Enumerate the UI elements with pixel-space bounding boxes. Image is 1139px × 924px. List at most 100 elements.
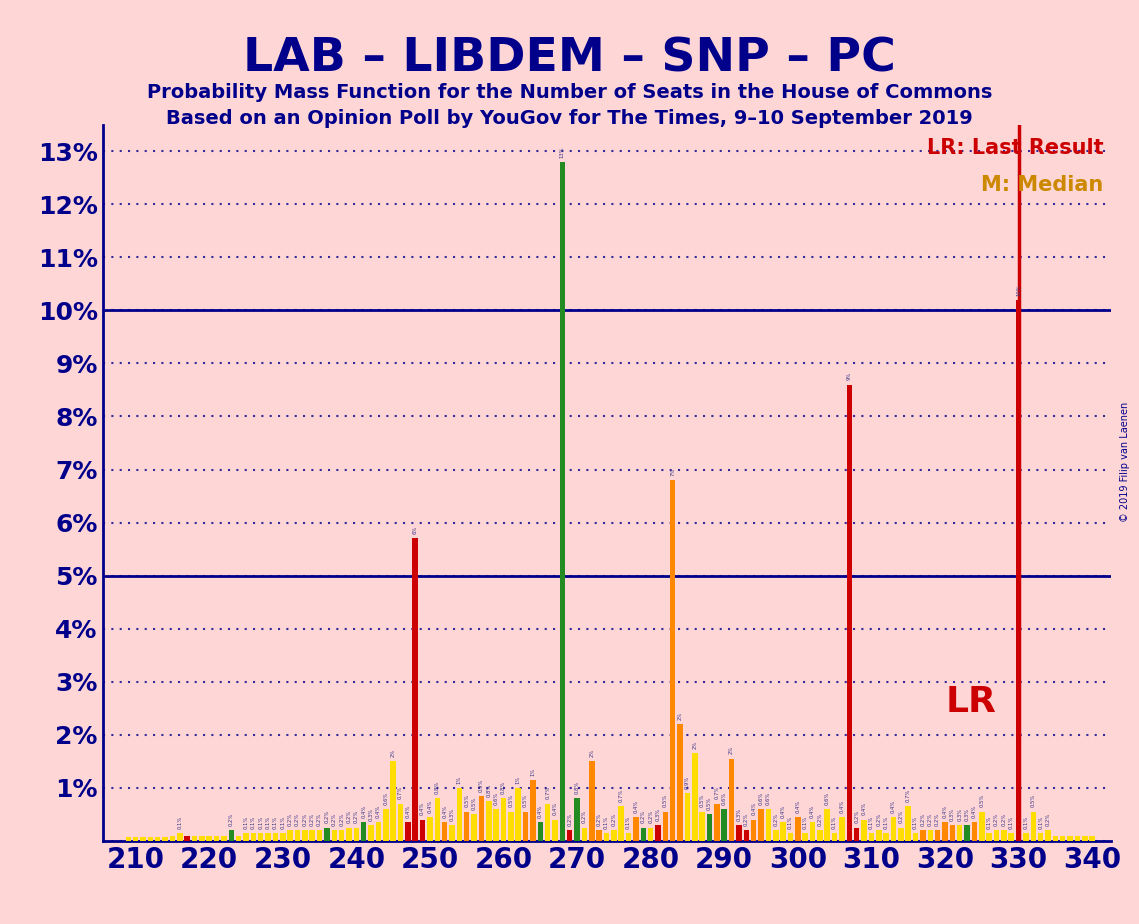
Bar [854, 828, 860, 841]
Bar [817, 831, 822, 841]
Bar [670, 480, 675, 841]
Bar [1023, 833, 1029, 841]
Text: 0.2%: 0.2% [612, 813, 616, 826]
Text: 0.1%: 0.1% [1038, 815, 1043, 829]
Bar [1038, 833, 1043, 841]
Bar [1001, 831, 1007, 841]
Bar [170, 835, 175, 841]
Bar [898, 828, 903, 841]
Bar [391, 761, 396, 841]
Bar [942, 822, 948, 841]
Bar [980, 811, 984, 841]
Bar [699, 811, 705, 841]
Text: 2%: 2% [729, 746, 735, 754]
Text: 0.6%: 0.6% [722, 792, 727, 805]
Bar [265, 833, 271, 841]
Bar [759, 809, 764, 841]
Text: 0.2%: 0.2% [317, 813, 322, 826]
Text: 0.3%: 0.3% [656, 808, 661, 821]
Bar [310, 831, 316, 841]
Text: 0.2%: 0.2% [648, 810, 653, 823]
Text: 2%: 2% [693, 741, 697, 749]
Text: 0.5%: 0.5% [699, 794, 705, 808]
Bar [1067, 835, 1073, 841]
Bar [861, 820, 867, 841]
Text: 0.2%: 0.2% [302, 813, 308, 826]
Text: 0.5%: 0.5% [1031, 794, 1035, 808]
Bar [501, 798, 506, 841]
Text: 0.1%: 0.1% [273, 815, 278, 829]
Bar [582, 828, 588, 841]
Bar [906, 807, 911, 841]
Bar [464, 811, 469, 841]
Text: LAB – LIBDEM – SNP – PC: LAB – LIBDEM – SNP – PC [243, 37, 896, 82]
Text: 0.5%: 0.5% [472, 796, 476, 810]
Text: 0.4%: 0.4% [405, 805, 410, 818]
Bar [986, 833, 992, 841]
Bar [1016, 299, 1022, 841]
Text: © 2019 Filip van Laenen: © 2019 Filip van Laenen [1121, 402, 1130, 522]
Text: 0.6%: 0.6% [493, 792, 499, 805]
Text: 0.4%: 0.4% [795, 799, 801, 813]
Bar [420, 820, 425, 841]
Bar [567, 831, 573, 841]
Bar [993, 831, 999, 841]
Text: 0.5%: 0.5% [707, 796, 712, 810]
Bar [625, 833, 631, 841]
Bar [721, 809, 727, 841]
Text: 0.5%: 0.5% [663, 794, 667, 808]
Bar [935, 831, 941, 841]
Bar [1089, 835, 1095, 841]
Bar [398, 804, 403, 841]
Bar [435, 798, 440, 841]
Text: 0.2%: 0.2% [325, 810, 329, 823]
Text: 0.4%: 0.4% [839, 799, 844, 813]
Bar [773, 831, 778, 841]
Text: 0.1%: 0.1% [884, 815, 888, 829]
Text: 0.1%: 0.1% [251, 815, 256, 829]
Text: 0.4%: 0.4% [810, 805, 816, 818]
Bar [729, 759, 735, 841]
Text: 1%: 1% [457, 775, 461, 784]
Text: 0.2%: 0.2% [339, 813, 344, 826]
Text: 0.1%: 0.1% [1024, 815, 1029, 829]
Text: 0.1%: 0.1% [604, 815, 609, 829]
Text: 0.2%: 0.2% [354, 810, 359, 823]
Text: 0.8%: 0.8% [574, 781, 580, 794]
Text: 13%: 13% [560, 146, 565, 158]
Bar [597, 831, 601, 841]
Bar [295, 831, 301, 841]
Text: 0.2%: 0.2% [935, 813, 940, 826]
Text: 0.2%: 0.2% [744, 813, 748, 826]
Text: 0.2%: 0.2% [346, 810, 352, 823]
Text: 0.1%: 0.1% [803, 815, 808, 829]
Bar [612, 831, 616, 841]
Text: 0.2%: 0.2% [295, 813, 300, 826]
Text: 0.2%: 0.2% [567, 813, 572, 826]
Text: 0.4%: 0.4% [427, 799, 433, 813]
Bar [257, 833, 263, 841]
Bar [280, 833, 286, 841]
Bar [780, 822, 786, 841]
Bar [831, 833, 837, 841]
Bar [508, 811, 514, 841]
Text: 0.2%: 0.2% [928, 813, 933, 826]
Text: 0.4%: 0.4% [552, 802, 557, 815]
Bar [869, 833, 874, 841]
Bar [559, 162, 565, 841]
Bar [155, 837, 161, 841]
Text: 0.1%: 0.1% [913, 815, 918, 829]
Bar [229, 831, 233, 841]
Text: 0.9%: 0.9% [685, 775, 690, 789]
Bar [618, 807, 624, 841]
Text: 0.2%: 0.2% [1046, 813, 1050, 826]
Bar [457, 788, 462, 841]
Text: 0.8%: 0.8% [501, 781, 506, 794]
Text: 0.2%: 0.2% [229, 813, 233, 826]
Bar [678, 724, 683, 841]
Bar [162, 837, 167, 841]
Bar [744, 831, 749, 841]
Text: 0.6%: 0.6% [759, 792, 763, 805]
Text: 10%: 10% [1016, 284, 1021, 296]
Bar [891, 817, 896, 841]
